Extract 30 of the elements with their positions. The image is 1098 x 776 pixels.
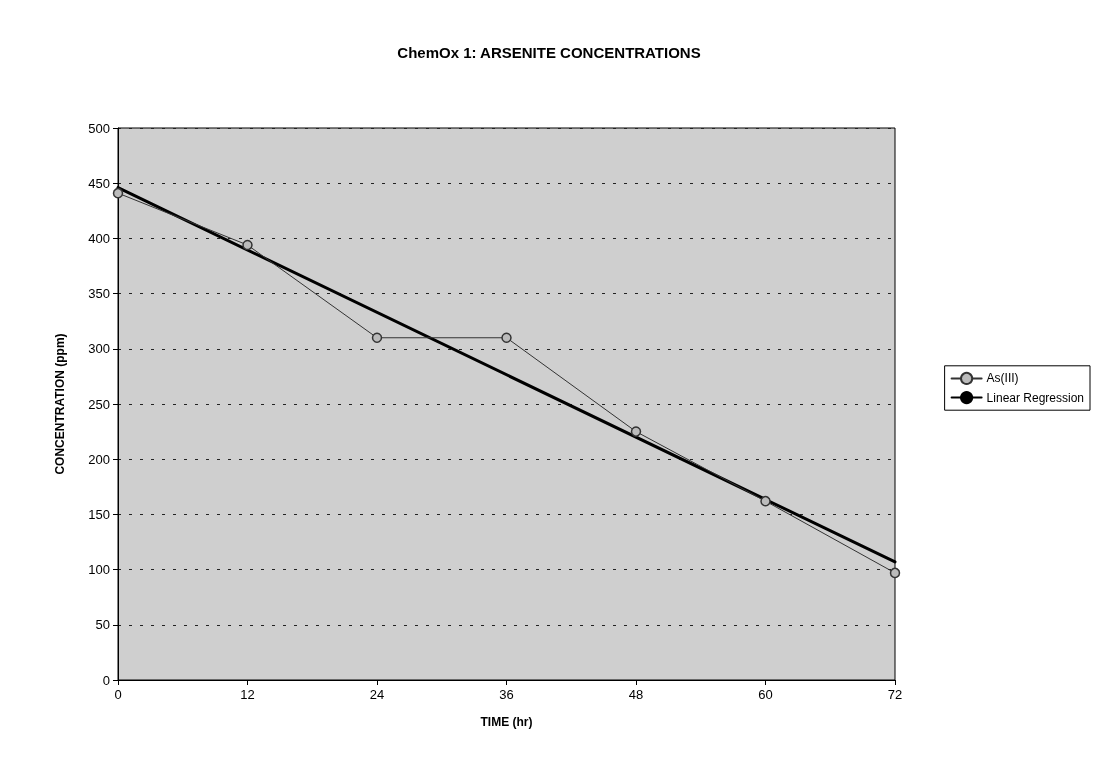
point xyxy=(630,426,642,437)
legend-label: As(III) xyxy=(986,371,1019,386)
y-tick-label: 200 xyxy=(88,451,110,467)
point xyxy=(371,332,383,344)
y-tick-label: 250 xyxy=(88,396,110,412)
x-tick-label: 24 xyxy=(369,687,385,702)
x-tick-label: 0 xyxy=(114,687,122,702)
legend-label: Linear Regression xyxy=(986,390,1084,405)
y-tick-label: 450 xyxy=(88,175,110,191)
x-tick-label: 60 xyxy=(758,687,773,702)
y-tick-label: 500 xyxy=(88,120,110,136)
x-tick-label: 72 xyxy=(887,687,903,702)
y-tick-label: 100 xyxy=(88,562,110,578)
y-tick-label: 150 xyxy=(88,506,110,522)
point xyxy=(501,332,512,344)
y-tick-label: 400 xyxy=(88,230,110,246)
x-tick-label: 48 xyxy=(628,687,644,702)
y-tick-label: 0 xyxy=(102,672,110,688)
x-tick-label: 36 xyxy=(499,687,514,702)
y-tick-label: 350 xyxy=(88,286,110,302)
point xyxy=(889,567,901,579)
x-tick-label: 12 xyxy=(240,687,255,702)
point xyxy=(112,187,124,199)
y-axis-title: CONCENTRATION (ppm) xyxy=(53,333,67,475)
point xyxy=(242,239,253,251)
y-tick-label: 50 xyxy=(95,617,110,633)
chart-title: ChemOx 1: ARSENITE CONCENTRATIONS xyxy=(397,44,701,61)
y-tick-label: 300 xyxy=(88,341,110,357)
x-axis-title: TIME (hr) xyxy=(480,715,533,729)
point xyxy=(760,495,771,507)
